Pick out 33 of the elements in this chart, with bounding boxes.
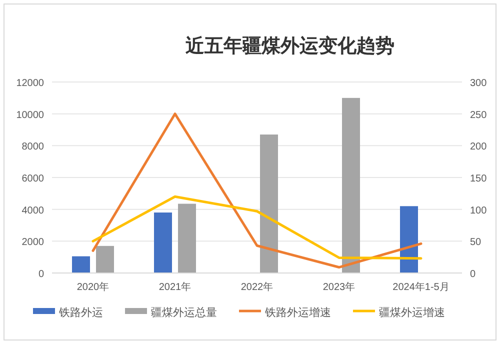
y-tick-label: 6000 <box>22 174 44 184</box>
bar <box>400 206 418 273</box>
y2-tick-label: 300 <box>470 78 488 89</box>
y2-tick-label: 150 <box>470 174 488 184</box>
y-tick-label: 2000 <box>22 237 44 248</box>
y-tick-label: 0 <box>38 269 44 280</box>
y-tick-label: 10000 <box>16 110 44 121</box>
y-tick-label: 8000 <box>22 142 44 153</box>
y2-tick-label: 250 <box>470 110 488 121</box>
y2-tick-label: 100 <box>470 205 488 216</box>
bar <box>154 212 172 273</box>
y2-tick-label: 50 <box>470 237 482 248</box>
x-tick-label: 2020年 <box>76 281 110 293</box>
line-series <box>92 112 422 269</box>
bar <box>178 204 196 273</box>
x-tick-label: 2021年 <box>158 281 192 293</box>
bar <box>260 134 278 273</box>
legend-label: 铁路外运 <box>58 306 103 319</box>
x-tick-label: 2024年1-5月 <box>392 281 450 293</box>
y2-tick-label: 0 <box>470 269 476 280</box>
y-tick-label: 4000 <box>22 205 44 216</box>
legend-label: 疆煤外运总量 <box>151 306 217 319</box>
bar <box>342 98 360 273</box>
y2-tick-label: 200 <box>470 142 488 153</box>
legend-label: 疆煤外运增速 <box>379 306 445 319</box>
line-series <box>92 195 422 260</box>
x-tick-label: 2023年 <box>322 281 356 293</box>
chart-title: 近五年疆煤外运变化趋势 <box>184 35 394 57</box>
y-tick-label: 12000 <box>16 78 44 89</box>
legend-label: 铁路外运增速 <box>264 306 331 319</box>
bar <box>72 256 90 273</box>
bar <box>96 246 114 273</box>
x-tick-label: 2022年 <box>240 281 274 293</box>
